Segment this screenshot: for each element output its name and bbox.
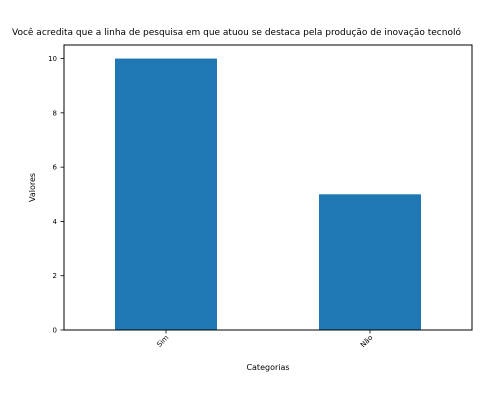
bar-1 xyxy=(319,194,421,330)
chart-title: Você acredita que a linha de pesquisa em… xyxy=(12,27,461,38)
x-tick-label-0: Sim xyxy=(155,334,170,349)
bar-0 xyxy=(115,58,217,330)
x-tick-label-1: Não xyxy=(359,334,374,349)
y-tick-label-4: 8 xyxy=(53,109,57,117)
y-tick-label-0: 0 xyxy=(53,327,57,335)
y-tick-label-5: 10 xyxy=(48,55,57,63)
x-axis-ticks: Sim Não xyxy=(155,330,374,349)
y-axis-label: Valores xyxy=(28,173,37,202)
y-tick-label-2: 4 xyxy=(53,218,58,226)
x-axis-label: Categorias xyxy=(246,363,289,372)
plot-frame xyxy=(63,44,473,331)
y-tick-label-3: 6 xyxy=(53,164,58,172)
bars-group xyxy=(115,58,421,330)
y-tick-label-1: 2 xyxy=(53,272,57,280)
y-axis-ticks: 0 2 4 6 8 10 xyxy=(48,55,64,335)
